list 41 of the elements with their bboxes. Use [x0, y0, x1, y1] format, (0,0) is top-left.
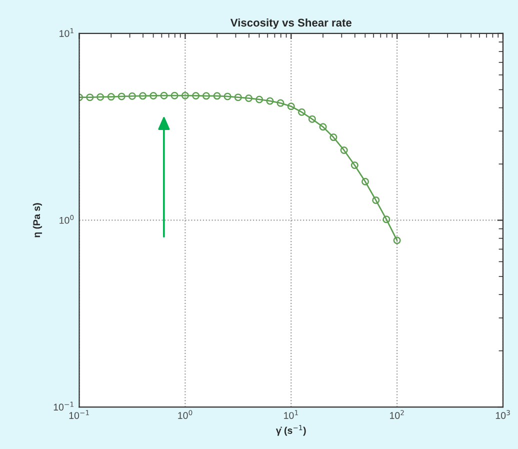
point [340, 146, 348, 154]
point [202, 92, 210, 100]
x-tick-label: 10$^{1}$ [284, 410, 298, 419]
point [256, 96, 264, 104]
point [128, 92, 136, 100]
point [234, 94, 242, 102]
point [393, 236, 401, 244]
point [107, 93, 115, 101]
point [170, 92, 178, 100]
y-tick-label: 10$^{1}$ [60, 28, 74, 37]
point [150, 92, 158, 100]
x-tick-label: 10$^{0}$ [178, 410, 192, 419]
point [362, 178, 369, 186]
point [96, 93, 104, 101]
point [372, 196, 380, 204]
point [276, 99, 284, 107]
x-tick-label: 10$^{−1}$ [69, 410, 89, 419]
point [192, 92, 200, 100]
point [350, 161, 358, 169]
point [382, 216, 390, 224]
point [308, 115, 316, 123]
y-tick-label: 10$^{0}$ [60, 214, 74, 224]
y-axis-title: η (Pa s) [32, 203, 42, 238]
point [266, 97, 274, 105]
point [330, 134, 338, 142]
point [118, 92, 126, 100]
point [244, 94, 252, 102]
point [181, 92, 189, 100]
x-tick-label: 10$^{2}$ [390, 410, 404, 419]
point [287, 102, 295, 110]
chart-title: Viscosity vs Shear rate [230, 18, 352, 29]
point [213, 92, 221, 100]
point [139, 92, 147, 100]
point [160, 92, 168, 100]
y-tick-label: 10$^{−1}$ [54, 402, 74, 411]
x-axis-title: γ̇ (s$^{−1}$) [276, 425, 306, 436]
point [224, 92, 232, 100]
point [319, 123, 327, 131]
x-tick-label: 10$^{3}$ [496, 410, 510, 419]
point [298, 108, 306, 116]
point [86, 94, 94, 102]
